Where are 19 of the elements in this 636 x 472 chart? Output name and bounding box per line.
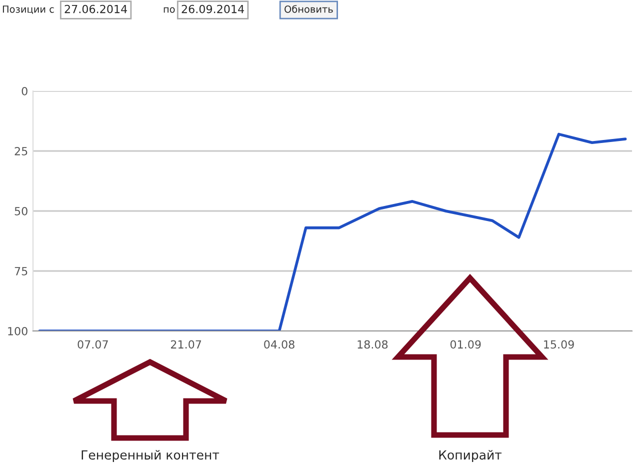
x-tick-label: 01.09 bbox=[450, 340, 481, 349]
line-series bbox=[38, 132, 627, 331]
text: 26.09.2014 bbox=[182, 4, 244, 14]
text: Позиции с bbox=[2, 6, 54, 14]
y-tick-label: 0 bbox=[22, 86, 28, 96]
y-tick-label: 50 bbox=[14, 206, 28, 216]
text: по bbox=[164, 7, 175, 13]
y-tick-label: 100 bbox=[8, 326, 28, 336]
x-tick-label: 07.07 bbox=[78, 340, 108, 349]
text: Генеренный контент bbox=[82, 450, 220, 462]
text: 27.06.2014 bbox=[64, 4, 127, 14]
text: Копирайт bbox=[439, 450, 502, 462]
x-tick-label: 21.07 bbox=[170, 340, 202, 349]
y-tick-label: 75 bbox=[14, 267, 28, 276]
x-tick-label: 15.09 bbox=[544, 340, 574, 349]
text: Обновить bbox=[284, 5, 333, 13]
x-tick-label: 18.08 bbox=[358, 340, 388, 349]
y-tick-label: 25 bbox=[14, 146, 28, 156]
x-tick-label: 04.08 bbox=[264, 340, 294, 349]
